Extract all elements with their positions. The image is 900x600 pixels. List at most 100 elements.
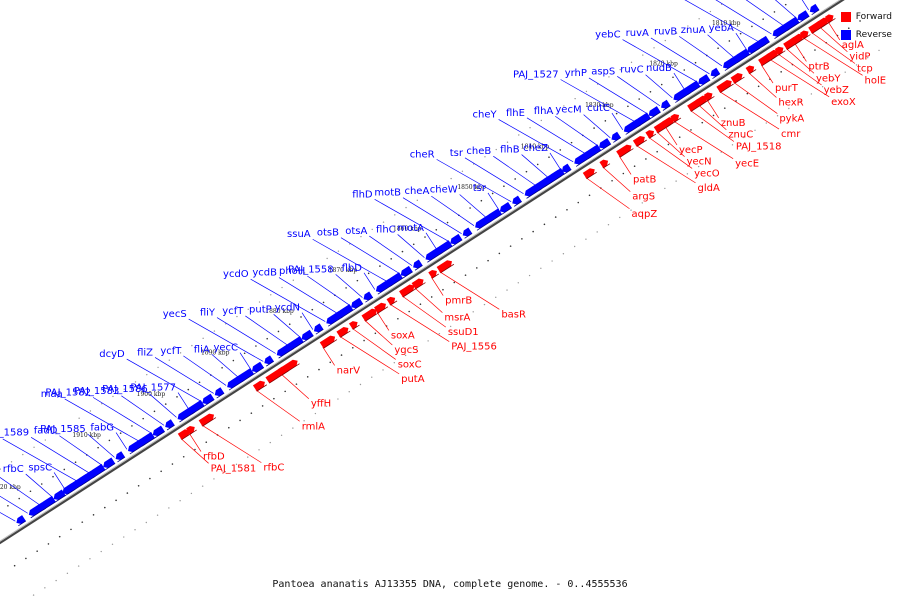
leader-line	[588, 77, 648, 115]
leader-line	[715, 0, 772, 35]
scale-dot	[630, 61, 633, 64]
gene-label: flhA	[534, 106, 554, 117]
scale-dot	[393, 362, 396, 364]
kbp-tick-label: 1840 kbp	[521, 143, 550, 150]
scale-dot	[472, 311, 474, 313]
scale-dot	[495, 296, 497, 299]
kbp-tick-label: 1850 kbp	[457, 184, 486, 191]
leader-line	[239, 352, 252, 370]
scale-dot	[765, 122, 767, 124]
leader-line	[201, 424, 262, 463]
scale-dot	[213, 330, 216, 332]
scale-dot	[168, 507, 170, 509]
scale-dot	[360, 235, 362, 238]
leader-line	[760, 64, 774, 84]
scale-dot	[179, 352, 182, 354]
scale-dot	[427, 192, 430, 194]
scale-dot	[762, 18, 764, 20]
leader-line	[745, 0, 785, 27]
scale-dot	[607, 224, 610, 226]
forward-gene-arrow	[808, 20, 826, 34]
scale-dot	[664, 187, 666, 190]
leader-line	[583, 114, 611, 139]
scale-dot	[115, 499, 117, 502]
gene-label: putA	[401, 374, 425, 385]
gene-label: tsr	[473, 183, 487, 194]
leader-line	[376, 311, 390, 331]
scale-dot	[160, 470, 162, 473]
scale-dot	[182, 455, 185, 458]
leader-line	[439, 271, 500, 310]
scale-dot	[315, 265, 317, 267]
genome-caption: Pantoea ananatis AJ13355 DNA, complete g…	[272, 579, 628, 590]
scale-dot	[427, 340, 429, 342]
scale-dot	[551, 112, 554, 114]
scale-dot	[630, 209, 632, 211]
leader-line	[748, 72, 777, 98]
leader-line	[0, 512, 16, 522]
scale-dot	[690, 129, 692, 131]
scale-dot	[563, 105, 565, 107]
gene-label: spsC	[28, 462, 52, 473]
scale-dot	[250, 412, 253, 414]
leader-line	[280, 373, 310, 400]
kbp-tick-label: 1890 kbp	[201, 349, 230, 356]
scale-dot	[97, 446, 99, 449]
scale-dot	[92, 514, 95, 516]
scale-dot	[435, 228, 438, 231]
reverse-gene-arrow	[809, 3, 820, 16]
scale-dot	[788, 107, 790, 110]
gene-label: rfbD	[203, 452, 225, 463]
reverse-gene-arrow	[400, 265, 413, 279]
reverse-gene-arrow	[251, 361, 265, 375]
gene-label: cheZ	[523, 143, 548, 154]
scale-dot	[337, 250, 340, 252]
reverse-gene-arrow	[28, 502, 47, 519]
gene-label: fliY	[200, 308, 216, 319]
forward-gene-arrow	[319, 335, 338, 349]
gene-label: putP	[249, 304, 272, 315]
scale-dot	[255, 345, 257, 347]
leader-line	[602, 166, 631, 192]
forward-gene-arrow	[361, 308, 379, 322]
reverse-gene-arrow	[623, 118, 642, 135]
scale-dot	[0, 468, 1, 470]
scale-dot	[686, 173, 689, 175]
gene-label: yebZ	[824, 85, 849, 96]
gene-label: pykA	[779, 114, 804, 125]
scale-dot	[52, 475, 54, 478]
gene-label: aspS	[591, 66, 615, 77]
gene-label: flhB	[500, 145, 520, 156]
gene-label: ycfT	[222, 306, 244, 317]
scale-dot	[739, 32, 742, 35]
leader-line	[121, 395, 165, 426]
leader-line	[617, 76, 661, 107]
scale-dot	[475, 267, 478, 269]
reverse-gene-arrow	[115, 451, 126, 463]
leader-line	[684, 0, 760, 43]
scale-dot	[345, 287, 347, 289]
leader-line	[401, 295, 447, 328]
scale-dot	[551, 260, 553, 262]
scale-dot	[619, 68, 621, 71]
scale-dot	[498, 252, 501, 255]
gene-label: basR	[501, 309, 526, 320]
scale-dot	[156, 514, 159, 516]
scale-dot	[780, 71, 782, 73]
leader-line	[464, 157, 524, 195]
scale-dot	[292, 427, 294, 429]
scale-dot	[503, 185, 505, 188]
gene-label: cheB	[466, 146, 491, 157]
forward-gene-arrow	[783, 36, 801, 50]
gene-label: ycdO	[223, 269, 249, 280]
gene-label: fabG	[0, 429, 1, 440]
scale-dot	[55, 579, 57, 582]
leader-line	[648, 136, 693, 169]
scale-dot	[340, 354, 343, 356]
scale-dot	[288, 323, 291, 326]
leader-line	[521, 154, 549, 179]
scale-dot	[469, 207, 471, 209]
gene-label: PAJ_1581	[211, 463, 257, 474]
gene-label: holE	[865, 75, 887, 86]
scale-dot	[416, 199, 419, 202]
